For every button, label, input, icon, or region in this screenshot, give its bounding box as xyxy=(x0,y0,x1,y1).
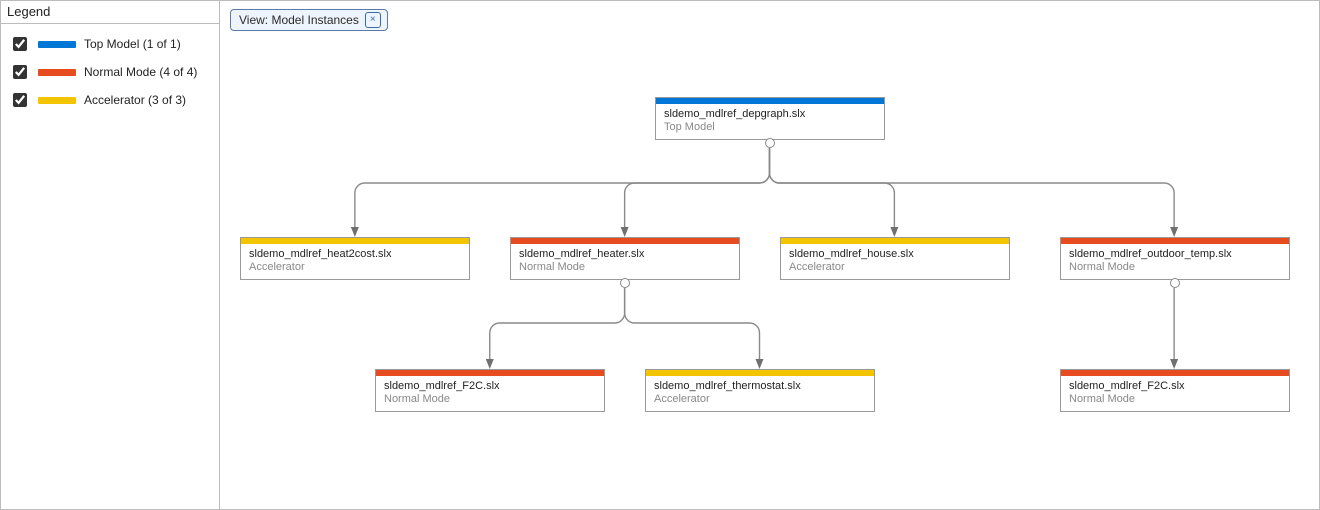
node-out-port xyxy=(765,138,775,148)
node-subtitle: Normal Mode xyxy=(384,393,596,405)
node-subtitle: Normal Mode xyxy=(519,261,731,273)
node-title: sldemo_mdlref_thermostat.slx xyxy=(654,380,866,392)
graph-node[interactable]: sldemo_mdlref_F2C.slxNormal Mode xyxy=(375,369,605,412)
node-body: sldemo_mdlref_house.slxAccelerator xyxy=(781,244,1009,279)
legend-checkbox[interactable] xyxy=(13,65,27,79)
legend-checkbox[interactable] xyxy=(13,93,27,107)
legend-swatch xyxy=(38,69,76,76)
edge-arrowhead xyxy=(621,227,629,237)
graph-node[interactable]: sldemo_mdlref_outdoor_temp.slxNormal Mod… xyxy=(1060,237,1290,280)
legend-item[interactable]: Top Model (1 of 1) xyxy=(7,30,213,58)
legend-swatch xyxy=(38,41,76,48)
node-title: sldemo_mdlref_F2C.slx xyxy=(1069,380,1281,392)
edge xyxy=(625,288,760,359)
graph-node[interactable]: sldemo_mdlref_heater.slxNormal Mode xyxy=(510,237,740,280)
node-subtitle: Normal Mode xyxy=(1069,393,1281,405)
node-title: sldemo_mdlref_heat2cost.slx xyxy=(249,248,461,260)
graph-node[interactable]: sldemo_mdlref_depgraph.slxTop Model xyxy=(655,97,885,140)
legend-swatch xyxy=(38,97,76,104)
node-body: sldemo_mdlref_thermostat.slxAccelerator xyxy=(646,376,874,411)
node-title: sldemo_mdlref_F2C.slx xyxy=(384,380,596,392)
node-subtitle: Top Model xyxy=(664,121,876,133)
node-subtitle: Accelerator xyxy=(249,261,461,273)
node-subtitle: Accelerator xyxy=(654,393,866,405)
legend-label: Normal Mode (4 of 4) xyxy=(84,65,197,79)
edge-arrowhead xyxy=(351,227,359,237)
legend-items: Top Model (1 of 1) Normal Mode (4 of 4) Ac… xyxy=(1,24,219,120)
node-body: sldemo_mdlref_heat2cost.slxAccelerator xyxy=(241,244,469,279)
legend-item[interactable]: Accelerator (3 of 3) xyxy=(7,86,213,114)
node-title: sldemo_mdlref_outdoor_temp.slx xyxy=(1069,248,1281,260)
app-root: Legend Top Model (1 of 1) Normal Mode (4 … xyxy=(0,0,1320,510)
node-title: sldemo_mdlref_depgraph.slx xyxy=(664,108,876,120)
legend-label: Top Model (1 of 1) xyxy=(84,37,181,51)
edge-arrowhead xyxy=(890,227,898,237)
edge xyxy=(770,148,1175,227)
graph-node[interactable]: sldemo_mdlref_thermostat.slxAccelerator xyxy=(645,369,875,412)
edge xyxy=(770,148,895,227)
edge-arrowhead xyxy=(486,359,494,369)
view-chip[interactable]: View: Model Instances × xyxy=(230,9,388,31)
edge xyxy=(625,148,770,227)
view-chip-label: View: Model Instances xyxy=(239,13,359,27)
edge-arrowhead xyxy=(756,359,764,369)
graph-node[interactable]: sldemo_mdlref_heat2cost.slxAccelerator xyxy=(240,237,470,280)
edge-arrowhead xyxy=(1170,227,1178,237)
canvas-panel[interactable]: View: Model Instances × sldemo_mdlref_de… xyxy=(220,0,1320,510)
node-out-port xyxy=(1170,278,1180,288)
node-body: sldemo_mdlref_outdoor_temp.slxNormal Mod… xyxy=(1061,244,1289,279)
edge xyxy=(490,288,625,359)
chip-close-icon[interactable]: × xyxy=(365,12,381,28)
node-body: sldemo_mdlref_F2C.slxNormal Mode xyxy=(376,376,604,411)
legend-label: Accelerator (3 of 3) xyxy=(84,93,186,107)
node-out-port xyxy=(620,278,630,288)
edge xyxy=(355,148,770,227)
graph-node[interactable]: sldemo_mdlref_F2C.slxNormal Mode xyxy=(1060,369,1290,412)
node-body: sldemo_mdlref_heater.slxNormal Mode xyxy=(511,244,739,279)
legend-checkbox[interactable] xyxy=(13,37,27,51)
edge-arrowhead xyxy=(1170,359,1178,369)
node-title: sldemo_mdlref_house.slx xyxy=(789,248,1001,260)
node-title: sldemo_mdlref_heater.slx xyxy=(519,248,731,260)
legend-panel: Legend Top Model (1 of 1) Normal Mode (4 … xyxy=(0,0,220,510)
graph-node[interactable]: sldemo_mdlref_house.slxAccelerator xyxy=(780,237,1010,280)
legend-item[interactable]: Normal Mode (4 of 4) xyxy=(7,58,213,86)
node-body: sldemo_mdlref_F2C.slxNormal Mode xyxy=(1061,376,1289,411)
node-subtitle: Normal Mode xyxy=(1069,261,1281,273)
node-subtitle: Accelerator xyxy=(789,261,1001,273)
legend-title: Legend xyxy=(1,1,219,24)
node-body: sldemo_mdlref_depgraph.slxTop Model xyxy=(656,104,884,139)
